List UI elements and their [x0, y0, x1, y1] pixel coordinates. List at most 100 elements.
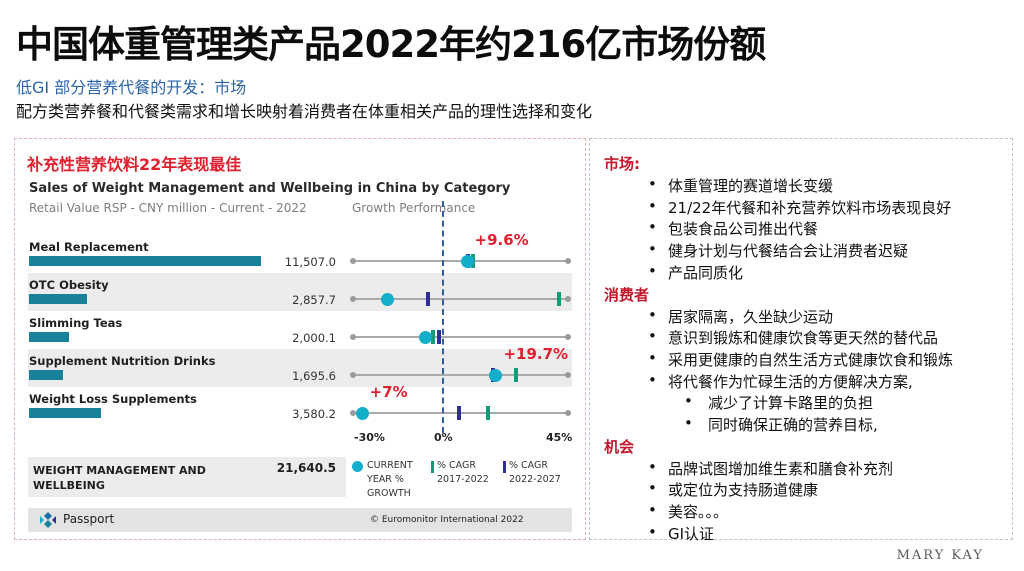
bullet-list: 包装食品公司推出代餐: [590, 218, 818, 240]
growth-callout: +9.6%: [474, 231, 529, 249]
legend-cagr-fcst-mark: [503, 461, 506, 473]
brand-logo: MARY KAY: [896, 548, 984, 563]
subtitle-market: 低GI 部分营养代餐的开发：市场: [16, 78, 247, 97]
cagr-2017-2022-marker: [514, 368, 519, 382]
category-value: 3,580.2: [292, 407, 336, 421]
category-bar: [29, 294, 87, 304]
growth-track-endcap: [565, 372, 571, 378]
passport-label: Passport: [63, 512, 115, 526]
category-value: 2,857.7: [292, 293, 336, 307]
cagr-2017-2022-marker: [485, 406, 490, 420]
growth-header: Growth Performance: [352, 201, 476, 215]
bullet-item: 同时确保正确的营养目标,: [590, 414, 878, 436]
current-growth-dot: [460, 255, 474, 268]
bullet-item: 美容。。。: [590, 501, 728, 523]
bullet-list: 将代餐作为忙碌生活的方便解决方案,: [590, 371, 913, 393]
bullet-list: 健身计划与代餐结合会让消费者迟疑: [590, 240, 908, 262]
category-bar: [29, 256, 261, 266]
total-value: 21,640.5: [276, 461, 336, 475]
total-label: WEIGHT MANAGEMENT AND WELLBEING: [33, 464, 206, 492]
chart-panel-heading: 补充性营养饮料22年表现最佳: [27, 155, 242, 174]
current-growth-dot: [489, 369, 503, 382]
growth-track-endcap: [350, 258, 356, 264]
passport-logo-icon: [40, 512, 56, 528]
cagr-2022-2027-marker: [437, 330, 441, 344]
growth-track-endcap: [565, 296, 571, 302]
category-label: Weight Loss Supplements: [29, 392, 197, 406]
bullet-item: 21/22年代餐和补充营养饮料市场表现良好: [590, 197, 951, 219]
current-growth-dot: [355, 407, 369, 420]
legend-cagr-hist-mark: [431, 461, 434, 473]
legend-current-dot: [352, 461, 363, 472]
bullet-list: 产品同质化: [590, 262, 743, 284]
category-label: Meal Replacement: [29, 240, 149, 254]
bullet-item: 健身计划与代餐结合会让消费者迟疑: [590, 240, 908, 262]
cagr-2017-2022-marker: [557, 292, 562, 306]
category-bar: [29, 408, 102, 418]
growth-track-endcap: [350, 296, 356, 302]
growth-track: [353, 336, 568, 338]
bullet-item: 品牌试图增加维生素和膳食补充剂: [590, 458, 893, 480]
bullet-list: 体重管理的赛道增长变缓: [590, 175, 833, 197]
bullet-list: 居家隔离，久坐缺少运动: [590, 306, 833, 328]
growth-track-endcap: [565, 334, 571, 340]
category-bar: [29, 370, 64, 380]
cagr-2022-2027-marker: [457, 406, 462, 420]
legend-cagr-fcst-label: % CAGR 2022-2027: [509, 460, 561, 485]
current-growth-dot: [381, 293, 395, 306]
category-value: 1,695.6: [292, 369, 336, 383]
current-growth-dot: [418, 331, 432, 344]
bullet-item: 或定位为支持肠道健康: [590, 479, 818, 501]
axis-tick-min: -30%: [354, 431, 385, 444]
bullet-list: 同时确保正确的营养目标,: [590, 414, 878, 436]
legend-cagr-hist-label: % CAGR 2017-2022: [437, 460, 489, 485]
chart-title: Sales of Weight Management and Wellbeing…: [29, 181, 511, 196]
bullet-list: 意识到锻炼和健康饮食等更天然的替代品: [590, 327, 938, 349]
bullet-item: 体重管理的赛道增长变缓: [590, 175, 833, 197]
row-band: [28, 273, 572, 311]
bullet-list: 采用更健康的自然生活方式健康饮食和锻炼: [590, 349, 953, 371]
chart-footer-bar: [28, 508, 572, 532]
category-bar: [29, 332, 70, 342]
category-label: Supplement Nutrition Drinks: [29, 354, 216, 368]
bullet-item: GI认证: [590, 523, 714, 545]
section-heading: 机会: [604, 437, 635, 456]
bullet-item: 减少了计算卡路里的负担: [590, 392, 873, 414]
growth-callout: +19.7%: [503, 345, 569, 363]
growth-track-endcap: [350, 334, 356, 340]
legend-current-label: CURRENT YEAR % GROWTH: [367, 460, 413, 499]
bullet-list: 品牌试图增加维生素和膳食补充剂: [590, 458, 893, 480]
chart-panel: 补充性营养饮料22年表现最佳 Sales of Weight Managemen…: [14, 138, 586, 540]
chart-subtitle: Retail Value RSP - CNY million - Current…: [29, 201, 307, 215]
row-band: [28, 349, 572, 387]
bullet-item: 采用更健康的自然生活方式健康饮食和锻炼: [590, 349, 953, 371]
bullet-item: 将代餐作为忙碌生活的方便解决方案,: [590, 371, 913, 393]
total-row-background: [28, 457, 346, 497]
category-label: OTC Obesity: [29, 278, 109, 292]
growth-track: [353, 298, 568, 300]
growth-track-endcap: [350, 410, 356, 416]
bullet-list: 美容。。。: [590, 501, 728, 523]
axis-tick-zero: 0%: [434, 431, 453, 444]
bullet-list: 或定位为支持肠道健康: [590, 479, 818, 501]
category-value: 2,000.1: [292, 331, 336, 345]
growth-track-endcap: [565, 258, 571, 264]
subtitle-description: 配方类营养餐和代餐类需求和增长映射着消费者在体重相关产品的理性选择和变化: [16, 102, 593, 121]
cagr-2022-2027-marker: [425, 292, 430, 306]
bullet-list: 21/22年代餐和补充营养饮料市场表现良好: [590, 197, 951, 219]
bullet-item: 居家隔离，久坐缺少运动: [590, 306, 833, 328]
growth-track: [353, 260, 568, 262]
cagr-2017-2022-marker: [431, 330, 436, 344]
growth-callout: +7%: [369, 383, 408, 401]
copyright: © Euromonitor International 2022: [370, 515, 524, 525]
category-value: 11,507.0: [284, 255, 336, 269]
section-heading: 消费者: [604, 285, 650, 304]
page-title: 中国体重管理类产品2022年约216亿市场份额: [16, 23, 766, 66]
bullet-item: 产品同质化: [590, 262, 743, 284]
bullet-list: 减少了计算卡路里的负担: [590, 392, 873, 414]
growth-track: [353, 374, 568, 376]
section-heading: 市场:: [604, 155, 640, 173]
growth-track-endcap: [565, 410, 571, 416]
category-label: Slimming Teas: [29, 316, 123, 330]
bullet-item: 意识到锻炼和健康饮食等更天然的替代品: [590, 327, 938, 349]
